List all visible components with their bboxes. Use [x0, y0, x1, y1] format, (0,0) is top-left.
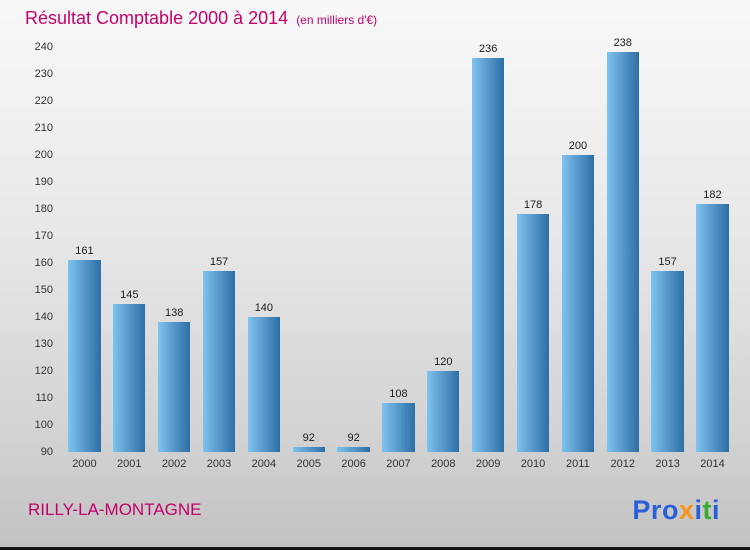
bar: [382, 403, 415, 452]
x-tick-label: 2001: [117, 458, 142, 470]
bar-column: 161 2000: [62, 47, 107, 470]
bar: [472, 57, 505, 452]
bar-value-label: 161: [75, 245, 94, 258]
x-tick-label: 2011: [566, 458, 590, 470]
x-tick-label: 2007: [386, 458, 411, 470]
place-name: RILLY-LA-MONTAGNE: [28, 500, 202, 519]
y-tick-label: 220: [34, 95, 53, 107]
x-tick-label: 2013: [655, 458, 680, 470]
chart-header: Résultat Comptable 2000 à 2014 (en milli…: [25, 8, 377, 29]
bar: [113, 303, 146, 452]
bars-container: 161 2000 145 2001 138 2002 157 2003 140 2004 92 200…: [62, 37, 735, 470]
x-tick-label: 2004: [251, 458, 277, 470]
x-tick-label: 2002: [161, 458, 187, 470]
bar: [561, 155, 595, 452]
x-tick-label: 2000: [72, 458, 97, 470]
bar-value-label: 145: [120, 288, 139, 301]
bar-column: 145 2001: [107, 47, 152, 470]
y-tick-label: 140: [34, 311, 53, 324]
logo-letter: r: [650, 495, 662, 525]
bar-column: 157 2003: [197, 47, 242, 470]
bar-value-label: 92: [347, 431, 360, 444]
x-tick-label: 2014: [700, 458, 725, 470]
bar-value-label: 120: [434, 356, 453, 368]
bar-value-label: 108: [389, 388, 408, 401]
bar: [247, 317, 281, 452]
logo-letter: x: [678, 495, 695, 525]
bar-value-label: 182: [703, 188, 722, 201]
bar: [202, 271, 236, 452]
y-tick-label: 110: [35, 392, 53, 404]
plot-area: 90 100 110 120 130 140 150 160 170 180 190 200 210 22…: [35, 37, 735, 470]
bar-column: 178 2010: [511, 47, 556, 470]
chart-title: Résultat Comptable 2000 à 2014: [25, 8, 289, 28]
x-tick-label: 2012: [610, 458, 635, 470]
bar-column: 140 2004: [241, 47, 286, 470]
proxiti-logo: Proxiti: [632, 495, 720, 526]
bar-column: 138 2002: [152, 47, 197, 470]
y-tick-label: 210: [34, 122, 53, 134]
x-tick-label: 2008: [431, 458, 456, 470]
y-tick-label: 240: [34, 41, 53, 53]
bar: [337, 446, 370, 452]
bar: [651, 271, 684, 452]
bar-value-label: 157: [658, 256, 677, 269]
bar-column: 92 2005: [286, 47, 331, 470]
y-tick-label: 190: [34, 176, 53, 189]
y-tick-label: 160: [34, 257, 53, 269]
bar-column: 236 2009: [466, 43, 511, 470]
logo-letter: o: [661, 495, 679, 525]
y-tick-label: 120: [34, 365, 53, 377]
bar-column: 200 2011: [555, 47, 600, 470]
x-tick-label: 2009: [475, 458, 501, 470]
y-tick-label: 230: [34, 68, 53, 80]
logo-letter: i: [694, 495, 703, 525]
y-tick-label: 100: [34, 419, 53, 431]
bar: [427, 371, 460, 452]
bar-value-label: 238: [613, 37, 632, 50]
y-tick-label: 180: [34, 203, 53, 215]
bar-value-label: 236: [478, 42, 498, 55]
bar: [696, 203, 729, 452]
bar: [606, 52, 639, 452]
bar-value-label: 140: [254, 302, 274, 315]
bar-value-label: 157: [209, 256, 229, 269]
logo-letter: t: [702, 495, 712, 525]
bar-column: 238 2012: [600, 37, 645, 470]
logo-letter: i: [711, 495, 720, 525]
bar-column: 120 2008: [421, 47, 466, 470]
x-tick-label: 2005: [296, 458, 321, 470]
logo-letter: P: [632, 495, 651, 525]
y-tick-label: 170: [34, 230, 53, 242]
y-tick-label: 200: [34, 149, 53, 161]
bar-column: 157 2013: [645, 47, 690, 470]
bar-value-label: 200: [568, 140, 588, 152]
chart-subtitle: (en milliers d'€): [296, 13, 378, 27]
x-tick-label: 2006: [341, 458, 366, 470]
bottom-border: [0, 547, 750, 550]
bar-value-label: 138: [164, 307, 184, 320]
y-tick-label: 90: [40, 446, 53, 458]
bar-column: 108 2007: [376, 47, 421, 470]
bar: [158, 322, 191, 452]
bar-column: 92 2006: [331, 47, 376, 470]
bar: [292, 446, 325, 452]
x-tick-label: 2003: [206, 458, 232, 470]
bar: [68, 260, 101, 452]
y-tick-label: 130: [34, 338, 53, 350]
bar-column: 182 2014: [690, 47, 735, 470]
y-tick-label: 150: [34, 284, 53, 296]
bar-value-label: 178: [523, 199, 543, 212]
x-tick-label: 2010: [520, 458, 546, 470]
bar-value-label: 92: [302, 431, 315, 444]
bar: [516, 214, 550, 452]
